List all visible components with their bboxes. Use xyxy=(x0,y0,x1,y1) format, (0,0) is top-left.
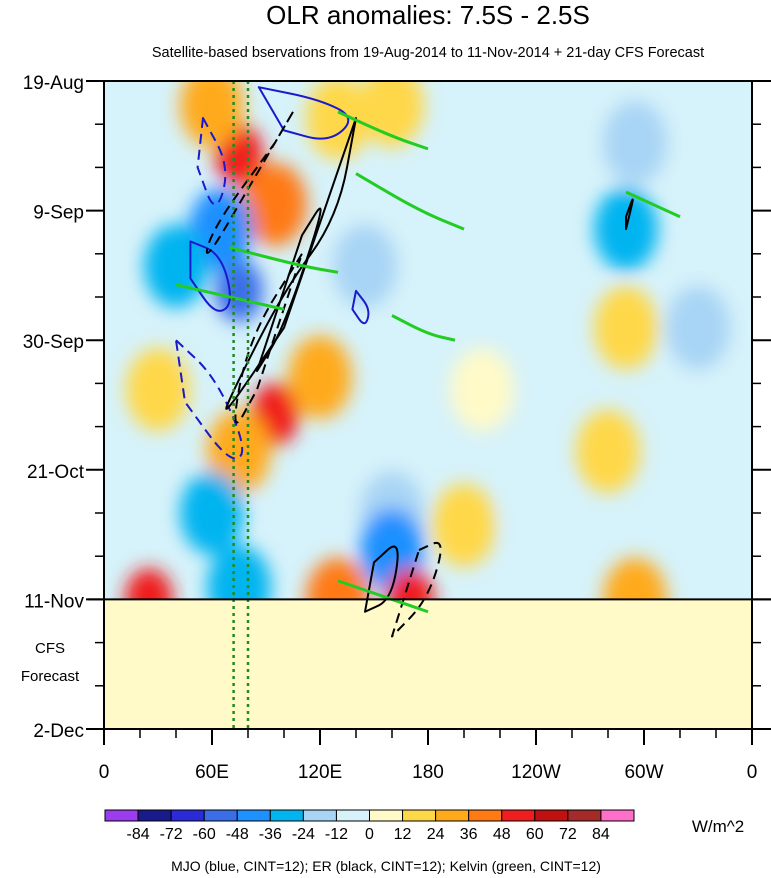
anomaly-feature-11 xyxy=(288,335,352,419)
x-tick-label-4: 120W xyxy=(511,762,561,783)
y-axis: 19-Aug 9-Sep 30-Sep 21-Oct 11-Nov 2-Dec xyxy=(23,73,771,742)
contour-kelvin-13 xyxy=(355,172,465,231)
contour-mjo-3 xyxy=(196,117,227,206)
forecast-label-line1: CFS xyxy=(35,640,65,657)
contour-kelvin-17 xyxy=(625,190,681,219)
anomaly-feature-23 xyxy=(306,557,370,600)
anomaly-feature-8 xyxy=(144,224,208,308)
y-tick-label-1: 9-Sep xyxy=(33,203,84,224)
contour-kelvin-15 xyxy=(175,283,285,311)
anomaly-feature-25 xyxy=(603,557,667,600)
colorbar-box-0 xyxy=(104,809,139,822)
contour-er-9 xyxy=(205,110,294,254)
x-tick-label-5: 60W xyxy=(624,762,663,783)
anomaly-feature-18 xyxy=(603,101,667,185)
x-tick-label-3: 180 xyxy=(412,762,444,783)
anomaly-feature-5 xyxy=(333,224,397,308)
colorbar-box-3 xyxy=(203,809,238,822)
y-tick-label-4: 11-Nov xyxy=(24,591,84,612)
colorbar-label-7: 0 xyxy=(365,826,374,843)
contour-kelvin-14 xyxy=(229,246,339,274)
colorbar-label-8: 12 xyxy=(394,826,412,843)
colorbar-box-9 xyxy=(402,809,437,822)
colorbar-box-1 xyxy=(137,809,172,822)
contour-kelvin-12 xyxy=(337,110,429,151)
anomaly-feature-28 xyxy=(180,471,244,555)
chart-footer: MJO (blue, CINT=12); ER (black, CINT=12)… xyxy=(171,858,601,874)
colorbar-box-4 xyxy=(236,809,271,822)
x-tick-label-2: 120E xyxy=(298,762,342,783)
anomaly-feature-22 xyxy=(386,568,434,600)
colorbar-box-6 xyxy=(302,809,337,822)
colorbar-box-8 xyxy=(369,809,404,822)
colorbar-label-5: -24 xyxy=(292,826,315,843)
wave-contours xyxy=(175,86,681,638)
contour-mjo-0 xyxy=(257,86,350,140)
x-tick-label-0: 0 xyxy=(99,762,110,783)
colorbar-label-6: -12 xyxy=(325,826,348,843)
anomaly-feature-20 xyxy=(576,409,640,493)
plot-area xyxy=(104,81,752,729)
anomaly-feature-2 xyxy=(180,81,244,148)
reference-longitude-lines xyxy=(232,81,250,729)
y-tick-label-5: 2-Dec xyxy=(33,721,84,742)
contour-mjo-1 xyxy=(189,240,231,312)
contour-er-11 xyxy=(391,541,442,638)
contour-er-8 xyxy=(625,198,634,231)
chart-title: OLR anomalies: 7.5S - 2.5S xyxy=(266,0,590,30)
anomaly-feature-10 xyxy=(207,409,271,493)
anomaly-feature-3 xyxy=(306,81,370,160)
colorbar-units: W/m^2 xyxy=(692,817,744,836)
anomaly-feature-15 xyxy=(432,483,496,567)
y-tick-label-2: 30-Sep xyxy=(23,332,84,353)
colorbar-box-14 xyxy=(567,809,602,822)
anomaly-feature-1 xyxy=(243,162,307,247)
colorbar-box-2 xyxy=(170,809,205,822)
colorbar-box-7 xyxy=(335,809,370,822)
anomaly-feature-16 xyxy=(450,347,514,432)
colorbar-label-11: 48 xyxy=(493,826,511,843)
x-tick-label-6: 0 xyxy=(747,762,758,783)
colorbar-label-4: -36 xyxy=(259,826,282,843)
anomaly-feature-21 xyxy=(125,568,173,600)
colorbar-label-10: 36 xyxy=(460,826,478,843)
anomaly-feature-26 xyxy=(504,471,568,555)
colorbar-label-12: 60 xyxy=(526,826,544,843)
colorbar-box-15 xyxy=(600,809,635,822)
contour-er-10 xyxy=(234,252,303,424)
contour-mjo-2 xyxy=(351,289,370,325)
colorbar-label-3: -48 xyxy=(226,826,249,843)
colorbar-label-13: 72 xyxy=(559,826,577,843)
colorbar-box-12 xyxy=(501,809,536,822)
colorbar-box-13 xyxy=(534,809,569,822)
y-tick-label-3: 21-Oct xyxy=(27,462,85,483)
colorbar-label-14: 84 xyxy=(592,826,610,843)
anomaly-feature-12 xyxy=(126,347,190,432)
contour-mjo-4 xyxy=(175,339,244,460)
x-tick-label-1: 60E xyxy=(195,762,229,783)
chart-subtitle: Satellite-based bservations from 19-Aug-… xyxy=(152,45,704,61)
x-axis: 0 60E 120E 180 120W 60W 0 xyxy=(99,729,758,783)
colorbar-box-5 xyxy=(269,809,304,822)
y-tick-label-0: 19-Aug xyxy=(23,73,84,94)
contour-kelvin-18 xyxy=(337,579,429,614)
forecast-label-line2: Forecast xyxy=(21,668,80,685)
contour-kelvin-16 xyxy=(391,314,456,342)
anomaly-feature-24 xyxy=(207,545,271,600)
colorbar: -84 -72 -60 -48 -36 -24 -12 0 12 24 36 48 60 72 84 xyxy=(104,809,635,843)
contour-er-6 xyxy=(256,207,322,373)
anomaly-feature-27 xyxy=(666,286,730,370)
observation-anomaly-field xyxy=(104,81,752,600)
colorbar-box-10 xyxy=(435,809,470,822)
colorbar-label-9: 24 xyxy=(427,826,445,843)
anomaly-feature-19 xyxy=(594,286,658,370)
colorbar-label-0: -84 xyxy=(127,826,150,843)
colorbar-box-11 xyxy=(468,809,503,822)
colorbar-label-2: -60 xyxy=(193,826,216,843)
colorbar-label-1: -72 xyxy=(160,826,183,843)
